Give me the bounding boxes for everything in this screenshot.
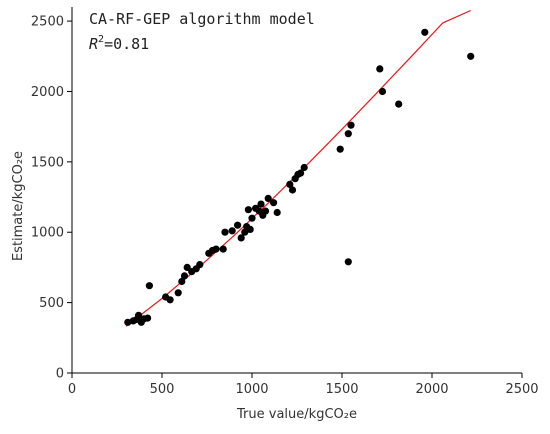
data-point [180, 272, 189, 280]
y-axis-title: Estimate/kgCO₂e [11, 151, 26, 261]
data-point [166, 296, 174, 304]
fit-line [125, 9, 471, 327]
data-point [273, 208, 281, 217]
data-point [241, 228, 249, 236]
data-point [378, 87, 387, 96]
data-point [336, 145, 344, 153]
y-tick-label: 1000 [31, 226, 64, 241]
data-point [347, 121, 355, 129]
y-tick-label: 1500 [31, 155, 64, 170]
data-point [221, 228, 229, 236]
data-point [244, 206, 252, 214]
data-point [145, 282, 153, 290]
data-point [212, 245, 220, 253]
y-tick-label: 2500 [31, 15, 64, 30]
data-point [270, 199, 278, 207]
data-point [246, 225, 254, 233]
y-tick-label: 2000 [31, 85, 64, 100]
data-point [228, 227, 236, 235]
y-tick-label: 500 [39, 296, 64, 311]
data-point [297, 169, 305, 177]
r2-annotation: R2=0.81 [89, 34, 149, 53]
x-tick-label: 500 [150, 382, 175, 397]
data-point [135, 311, 143, 319]
data-point [376, 65, 384, 73]
data-point [174, 289, 182, 297]
model-annotation: CA-RF-GEP algorithm model [89, 10, 315, 28]
x-tick-label: 2000 [415, 382, 448, 397]
data-point [237, 234, 245, 242]
data-point [219, 245, 227, 253]
x-tick-label: 1500 [325, 382, 358, 397]
x-tick-label: 2500 [505, 382, 538, 397]
data-point [234, 221, 242, 229]
x-tick-label: 1000 [235, 382, 268, 397]
data-point [248, 214, 256, 222]
data-point [421, 28, 429, 36]
data-point [288, 186, 297, 194]
data-point [344, 258, 352, 266]
data-point [264, 194, 272, 202]
data-point [183, 263, 191, 271]
data-point [144, 314, 152, 322]
y-tick-label: 0 [56, 367, 64, 382]
data-point [467, 52, 475, 60]
data-point [300, 163, 308, 172]
x-tick-label: 0 [68, 382, 76, 397]
data-point [395, 100, 403, 108]
x-axis-title: True value/kgCO₂e [236, 407, 357, 422]
data-point [196, 261, 204, 269]
data-point [261, 207, 270, 215]
data-point [257, 200, 265, 208]
data-point [178, 277, 186, 286]
data-point [286, 180, 294, 188]
data-point [344, 130, 352, 138]
data-point [124, 318, 132, 326]
